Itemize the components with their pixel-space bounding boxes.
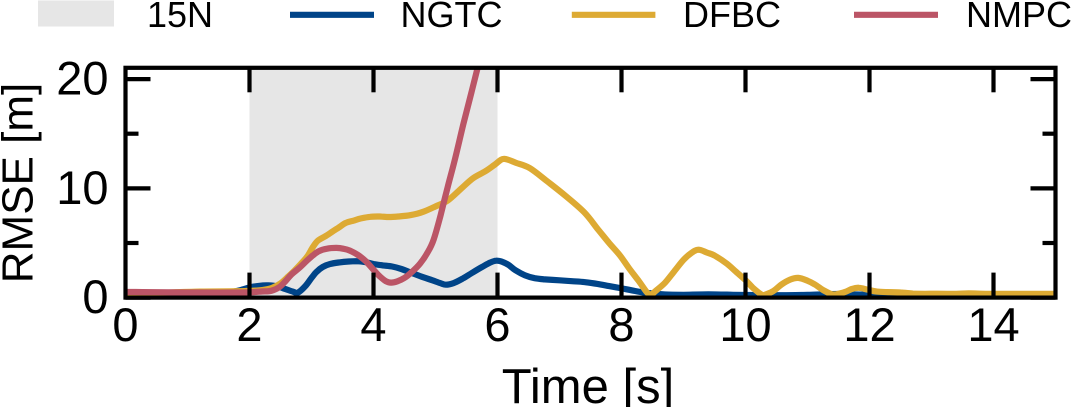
svg-text:15N: 15N — [147, 0, 213, 35]
svg-text:8: 8 — [608, 298, 634, 351]
svg-text:NGTC: NGTC — [401, 0, 503, 35]
svg-text:12: 12 — [843, 298, 895, 351]
svg-text:RMSE [m]: RMSE [m] — [0, 83, 42, 283]
svg-text:20: 20 — [56, 52, 108, 105]
svg-text:2: 2 — [236, 298, 262, 351]
svg-text:Time [s]: Time [s] — [502, 360, 674, 407]
svg-text:4: 4 — [360, 298, 386, 351]
svg-text:14: 14 — [967, 298, 1019, 351]
svg-text:0: 0 — [82, 270, 108, 323]
svg-text:0: 0 — [112, 298, 138, 351]
svg-text:10: 10 — [56, 161, 108, 214]
svg-text:DFBC: DFBC — [683, 0, 781, 35]
svg-text:6: 6 — [484, 298, 510, 351]
svg-text:10: 10 — [719, 298, 771, 351]
svg-text:NMPC: NMPC — [966, 0, 1071, 35]
